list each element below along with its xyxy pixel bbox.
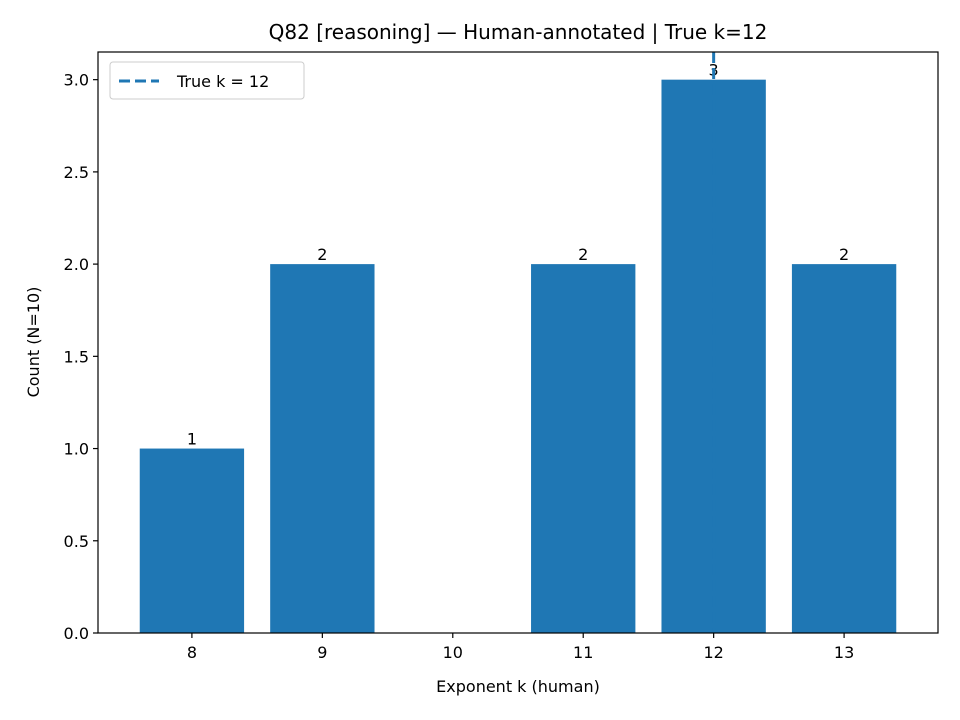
legend: True k = 12 [109, 61, 305, 100]
y-axis-ticks: 0.0 0.5 1.0 1.5 2.0 2.5 3.0 [64, 71, 98, 643]
x-axis-label: Exponent k (human) [436, 677, 600, 696]
legend-box [109, 61, 305, 100]
bar-k-11 [531, 264, 636, 633]
y-tick-label: 3.0 [64, 71, 89, 90]
bar-value-label-k-9: 2 [317, 245, 327, 264]
plot-area-frame [97, 51, 939, 634]
y-tick-label: 1.0 [64, 440, 89, 459]
bars-group [139, 79, 897, 633]
chart-title: Q82 [reasoning] — Human-annotated | True… [269, 20, 768, 44]
y-tick-label: 2.5 [64, 163, 89, 182]
x-tick-label: 13 [834, 643, 854, 662]
x-tick-label: 8 [187, 643, 197, 662]
x-tick-label: 11 [573, 643, 593, 662]
y-tick-label: 1.5 [64, 347, 89, 366]
x-tick-label: 9 [317, 643, 327, 662]
x-tick-label: 12 [703, 643, 723, 662]
bar-k-9 [270, 264, 375, 633]
bar-k-8 [139, 448, 245, 633]
y-tick-label: 0.5 [64, 532, 89, 551]
x-tick-label: 10 [443, 643, 463, 662]
y-axis-label: Count (N=10) [24, 287, 43, 398]
bar-value-label-k-13: 2 [839, 245, 849, 264]
legend-entry-label: True k = 12 [176, 72, 269, 91]
bar-value-label-k-8: 1 [187, 430, 197, 449]
y-tick-label: 0.0 [64, 624, 89, 643]
x-axis-ticks: 8 9 10 11 12 13 [187, 633, 854, 662]
y-tick-label: 2.0 [64, 255, 89, 274]
bar-value-label-k-11: 2 [578, 245, 588, 264]
bar-k-13 [791, 264, 897, 633]
